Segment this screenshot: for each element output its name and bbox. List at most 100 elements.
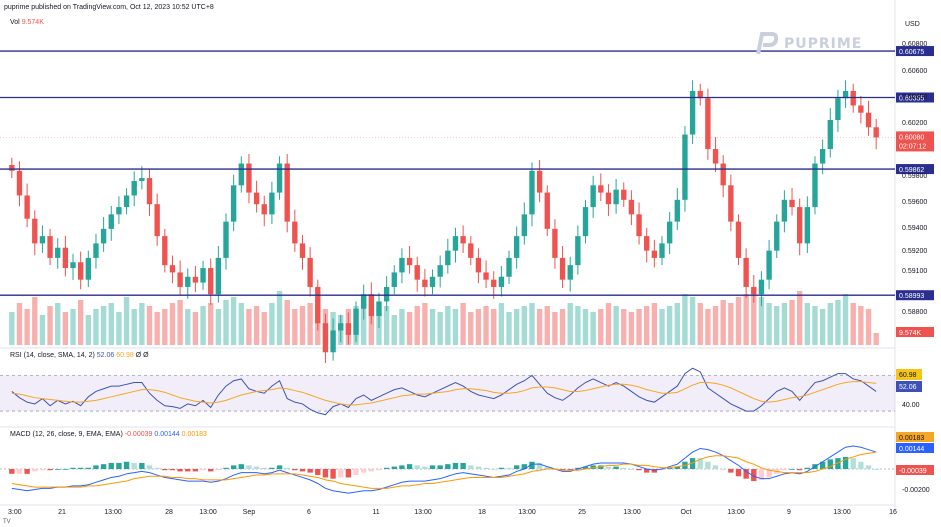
macd-histogram-bar (330, 469, 336, 479)
candle-body (62, 247, 69, 269)
macd-histogram-bar (276, 465, 283, 469)
macd-histogram-bar (16, 469, 23, 474)
candle-body (215, 257, 222, 295)
candle-body (55, 247, 61, 258)
candle-body (697, 90, 703, 99)
macd-histogram-bar (93, 465, 99, 469)
macd-histogram-bar (253, 466, 260, 469)
key-level-tag (896, 290, 934, 301)
key-level-tag (896, 92, 934, 103)
volume-bar (70, 309, 76, 345)
candle-body (146, 178, 153, 205)
candle-body (819, 149, 826, 164)
candle-body (544, 192, 550, 229)
volume-bar (506, 312, 512, 345)
key-level-label: 0.59862 (899, 167, 924, 174)
macd-histogram-bar (55, 469, 61, 470)
candle-body (536, 170, 543, 193)
candle-body (445, 250, 451, 266)
macd-histogram-bar (299, 469, 306, 472)
candle-body (284, 163, 290, 222)
candle-body (491, 279, 497, 287)
candle-body (399, 257, 405, 273)
price-tick-label: 0.59100 (902, 268, 927, 275)
macd-histogram-bar (804, 467, 811, 469)
candle-body (437, 265, 443, 277)
macd-histogram-bar (758, 469, 765, 480)
macd-histogram-bar (307, 469, 313, 473)
volume-bar (437, 312, 443, 345)
macd-histogram-bar (705, 461, 711, 469)
candle-body (582, 207, 589, 237)
volume-legend-label: Vol (10, 19, 20, 26)
time-tick-label: 9 (787, 509, 791, 516)
candle-body (108, 214, 114, 229)
candle-body (185, 276, 191, 287)
volume-bar (858, 306, 864, 345)
macd-value-tag (896, 465, 934, 475)
candle-body (230, 185, 237, 222)
macd-histogram-bar (475, 466, 482, 469)
volume-bar (261, 312, 267, 345)
candle-body (376, 301, 382, 316)
volume-bar (123, 297, 130, 345)
volume-bar (797, 291, 803, 345)
candle-body (483, 272, 489, 280)
candle-body (192, 276, 199, 283)
macd-histogram-bar (521, 464, 527, 469)
volume-bar (720, 300, 726, 345)
rsi-value-tag (896, 381, 922, 392)
candle-body (804, 207, 811, 244)
candle-body (689, 90, 696, 135)
candle-body (475, 257, 482, 273)
candle-body (827, 120, 833, 150)
macd-histogram-bar (292, 469, 298, 471)
macd-histogram-bar (735, 469, 742, 477)
macd-legend-title: MACD (12, 26, close, 9, EMA, EMA) (10, 431, 123, 438)
macd-legend: MACD (12, 26, close, 9, EMA, EMA) -0.000… (10, 431, 207, 438)
volume-bar (689, 297, 696, 345)
volume-bar (93, 309, 99, 345)
macd-histogram-bar (751, 469, 757, 482)
key-level-tag (896, 46, 934, 57)
time-tick-label: 3:00 (8, 509, 22, 516)
candle-body (429, 276, 436, 287)
candle-body (735, 221, 742, 258)
volume-bar (567, 303, 573, 345)
candle-body (322, 323, 329, 353)
candle-body (414, 265, 420, 280)
macd-histogram-bar (712, 465, 719, 469)
volume-bar (850, 303, 856, 345)
candle-body (858, 105, 864, 113)
time-tick-label: 16 (889, 509, 897, 516)
volume-bar (758, 297, 765, 345)
volume-bar (751, 288, 757, 345)
volume-bar (743, 294, 749, 345)
macd-histogram-bar (24, 469, 30, 474)
candle-body (460, 236, 466, 244)
candle-body (529, 170, 535, 215)
macd-histogram-bar (261, 467, 267, 469)
volume-bar (230, 297, 237, 345)
candle-body (139, 178, 145, 181)
rsi-value-label: 60.98 (899, 372, 917, 379)
volume-bar (24, 309, 30, 345)
macd-histogram-bar (322, 469, 329, 478)
macd-histogram-bar (835, 458, 841, 469)
candle-body (468, 243, 474, 258)
macd-histogram-bar (858, 461, 864, 469)
volume-bar (598, 309, 604, 345)
key-level-tag (896, 164, 934, 175)
macd-histogram-bar (873, 469, 879, 470)
macd-histogram-bar (766, 469, 772, 478)
puprime-logo-text: PUPRIME (784, 36, 863, 52)
macd-histogram-bar (697, 458, 703, 469)
candle-body (338, 323, 344, 331)
candle-body (238, 163, 244, 186)
price-tick-label: 0.59200 (902, 248, 927, 255)
volume-tag-label: 9.574K (899, 330, 922, 337)
macd-histogram-bar (208, 469, 214, 472)
volume-bar (529, 303, 535, 345)
macd-histogram-bar (720, 469, 726, 470)
